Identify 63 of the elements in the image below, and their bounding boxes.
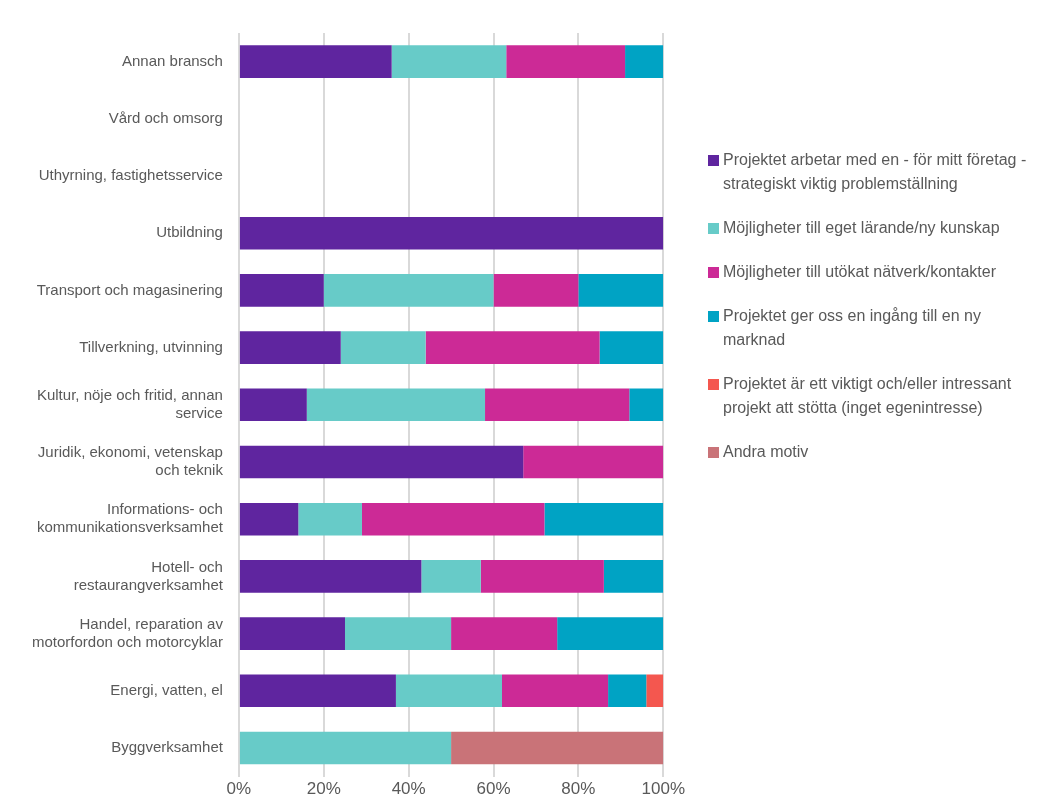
- bar: [298, 502, 362, 536]
- bar: [239, 274, 324, 307]
- bar: [239, 560, 422, 593]
- y-tick-label: Utbildning: [156, 223, 223, 241]
- bar: [493, 274, 579, 307]
- bar: [239, 331, 341, 364]
- bar: [603, 560, 664, 593]
- bar: [239, 45, 392, 78]
- y-tick-label: Vård och omsorg: [108, 108, 223, 126]
- bar: [629, 388, 664, 422]
- bar: [239, 445, 524, 479]
- x-tick-label: 40%: [391, 779, 426, 799]
- y-tick-label: Handel, reparation av motorfordon och motorcyklar: [32, 614, 224, 650]
- legend-label: Möjligheter till eget lärande/ny kunskap: [723, 218, 1000, 238]
- bar: [646, 674, 664, 708]
- x-tick-label: 100%: [641, 779, 685, 799]
- bar: [361, 502, 545, 536]
- bar: [608, 674, 647, 708]
- y-tick-label: Transport och magasinering: [36, 280, 223, 298]
- bar: [340, 331, 426, 364]
- bar: [395, 674, 503, 708]
- legend-label: Projektet är ett viktigt och/eller intressant projekt att stötta (inget egenintresse): [723, 374, 1013, 418]
- bar: [239, 502, 299, 536]
- y-tick-label: Annan bransch: [122, 51, 223, 69]
- y-tick-label: Juridik, ekonomi, vetenskap och teknik: [37, 443, 224, 479]
- y-tick-label: Byggverksamhet: [111, 738, 224, 756]
- x-tick-label: 20%: [306, 779, 341, 799]
- bar: [544, 502, 664, 536]
- bar: [421, 560, 481, 593]
- x-tick-label: 60%: [476, 779, 511, 799]
- bar: [239, 617, 345, 650]
- bar: [425, 331, 600, 364]
- bar: [239, 388, 307, 422]
- y-tick-label: Informations- och kommunikationsverksamhet: [37, 500, 224, 536]
- y-tick-label: Tillverkning, utvinning: [79, 337, 223, 355]
- bar: [344, 617, 452, 650]
- legend-label: Andra motiv: [723, 442, 809, 462]
- legend-label: Projektet arbetar med en - för mitt företag - strategiskt viktig problemställning: [723, 150, 1028, 194]
- bar: [578, 274, 664, 307]
- y-tick-label: Energi, vatten, el: [110, 680, 223, 698]
- bar: [239, 216, 664, 250]
- bar: [506, 45, 626, 78]
- bar: [451, 731, 664, 765]
- legend-label: Möjligheter till utökat nätverk/kontakter: [723, 262, 997, 282]
- bar: [323, 274, 494, 307]
- y-tick-label: Kultur, nöje och fritid, annan service: [36, 385, 223, 421]
- y-tick-label: Uthyrning, fastighetsservice: [38, 166, 223, 184]
- bar: [599, 331, 664, 364]
- y-tick-label: Hotell- och restaurangverksamhet: [73, 557, 224, 593]
- x-tick-label: 80%: [561, 779, 596, 799]
- bar: [239, 674, 396, 708]
- bar: [485, 388, 630, 422]
- bar: [480, 560, 604, 593]
- bar: [391, 45, 507, 78]
- bar: [625, 45, 664, 78]
- bar: [306, 388, 486, 422]
- bar: [557, 617, 664, 650]
- bar: [523, 445, 664, 479]
- bar: [239, 731, 452, 765]
- bar: [451, 617, 558, 650]
- legend-label: Projektet ger oss en ingång till en ny marknad: [723, 306, 982, 350]
- x-tick-label: 0%: [226, 779, 252, 799]
- bar: [502, 674, 609, 708]
